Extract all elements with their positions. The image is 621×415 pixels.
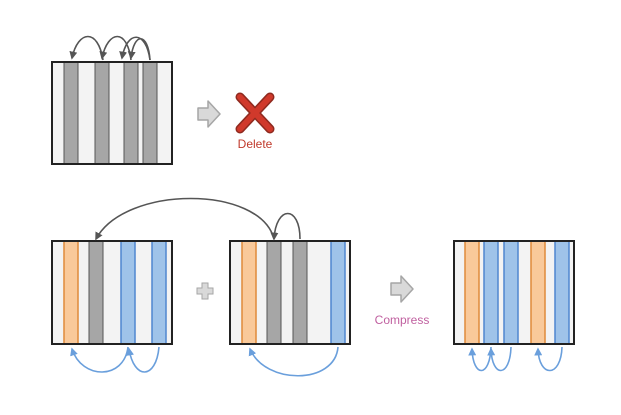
orange-column xyxy=(530,240,546,345)
blue-column xyxy=(483,240,499,345)
blue-column xyxy=(554,240,570,345)
dependency-arrow xyxy=(534,346,563,372)
compressed-block xyxy=(453,240,575,345)
dependency-arrow xyxy=(270,212,301,241)
compress-label: Compress xyxy=(375,313,430,327)
gray-column xyxy=(266,240,282,345)
dependency-arrow xyxy=(95,197,275,241)
block-frame xyxy=(229,240,351,345)
blue-column xyxy=(503,240,519,345)
left-block xyxy=(51,240,173,345)
dependency-arrow xyxy=(127,38,151,61)
block-frame xyxy=(51,240,173,345)
gray-column xyxy=(63,61,79,165)
gray-column xyxy=(94,61,110,165)
blue-column xyxy=(120,240,136,345)
blue-column xyxy=(330,240,346,345)
gray-column xyxy=(142,61,158,165)
orange-column xyxy=(63,240,79,345)
gray-column xyxy=(292,240,308,345)
middle-blue-arrows xyxy=(248,346,339,377)
dependency-arrow xyxy=(99,35,132,61)
dependency-arrow xyxy=(248,346,339,377)
dependency-arrow xyxy=(69,35,104,61)
right-arrow-icon xyxy=(197,100,221,128)
orange-column xyxy=(464,240,480,345)
delete-label: Delete xyxy=(238,137,273,151)
plus-icon xyxy=(196,282,214,300)
orange-column xyxy=(241,240,257,345)
right-arrow-icon xyxy=(390,275,414,303)
blue-column xyxy=(151,240,167,345)
dependency-arrow xyxy=(487,346,512,372)
top-dependency-arrows xyxy=(69,35,151,61)
dependency-arrow xyxy=(70,346,129,373)
gray-column xyxy=(88,240,104,345)
dependency-arrow xyxy=(126,346,160,373)
block-frame xyxy=(51,61,173,165)
left-blue-arrows xyxy=(70,346,160,373)
dependency-arrow xyxy=(468,346,492,372)
middle-block xyxy=(229,240,351,345)
gray-column xyxy=(123,61,139,165)
top-block xyxy=(51,61,173,165)
compressed-blue-arrows xyxy=(468,346,563,372)
block-frame xyxy=(453,240,575,345)
cross-block-arrows xyxy=(95,197,301,241)
cross-icon xyxy=(235,92,275,134)
